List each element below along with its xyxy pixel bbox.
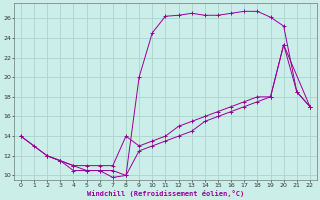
X-axis label: Windchill (Refroidissement éolien,°C): Windchill (Refroidissement éolien,°C) — [87, 190, 244, 197]
